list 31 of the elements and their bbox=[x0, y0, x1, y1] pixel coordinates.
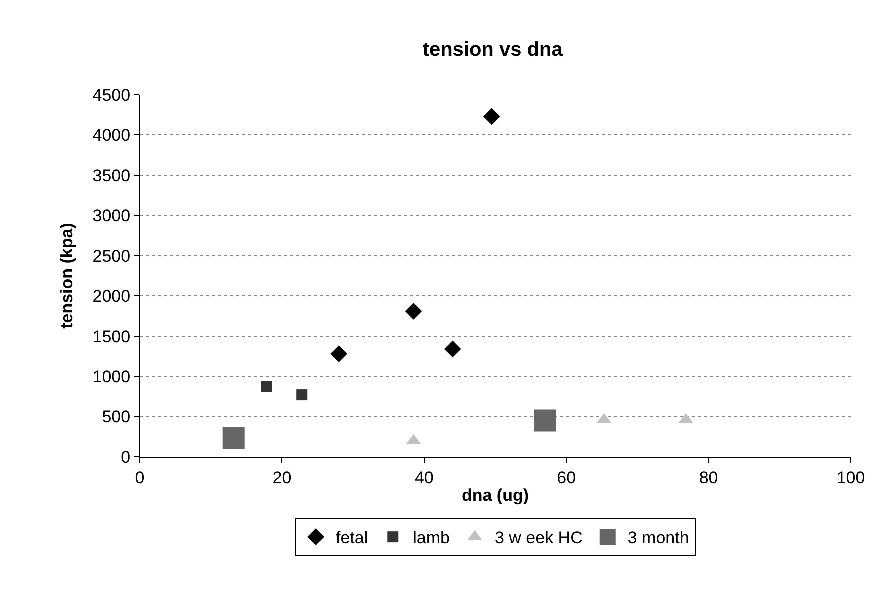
legend-label: fetal bbox=[336, 528, 368, 548]
point bbox=[296, 390, 308, 401]
point bbox=[405, 302, 422, 320]
y-tick-label: 3500 bbox=[92, 166, 131, 186]
point bbox=[222, 428, 245, 450]
x-tick-label: 60 bbox=[557, 468, 576, 488]
y-tick-label: 4500 bbox=[92, 86, 131, 105]
point bbox=[484, 108, 500, 126]
point bbox=[261, 382, 272, 393]
point bbox=[330, 346, 348, 362]
x-tick-label: 20 bbox=[272, 468, 292, 488]
legend-label: lamb bbox=[413, 528, 450, 548]
y-tick-label: 4000 bbox=[92, 126, 131, 146]
y-tick-label: 500 bbox=[102, 408, 131, 427]
legend-label: 3 month bbox=[628, 528, 690, 548]
legend-label: 3 w eek HC bbox=[495, 528, 583, 548]
y-tick-label: 1000 bbox=[92, 368, 131, 387]
point bbox=[444, 340, 462, 358]
x-tick-label: 40 bbox=[414, 468, 434, 488]
x-tick-label: 80 bbox=[699, 468, 718, 488]
chart-title: tension vs dna bbox=[422, 38, 564, 61]
y-tick-label: 2500 bbox=[92, 246, 131, 266]
x-tick-label: 100 bbox=[836, 468, 866, 488]
y-axis-title: tension (kpa) bbox=[57, 223, 76, 329]
y-tick-label: 1500 bbox=[92, 327, 131, 346]
y-tick-label: 0 bbox=[121, 448, 131, 467]
x-tick-label: 0 bbox=[135, 468, 145, 488]
y-tick-label: 3000 bbox=[92, 206, 131, 226]
x-axis-title: dna (ug) bbox=[462, 486, 530, 505]
point bbox=[534, 410, 556, 432]
y-tick-label: 2000 bbox=[92, 287, 131, 306]
